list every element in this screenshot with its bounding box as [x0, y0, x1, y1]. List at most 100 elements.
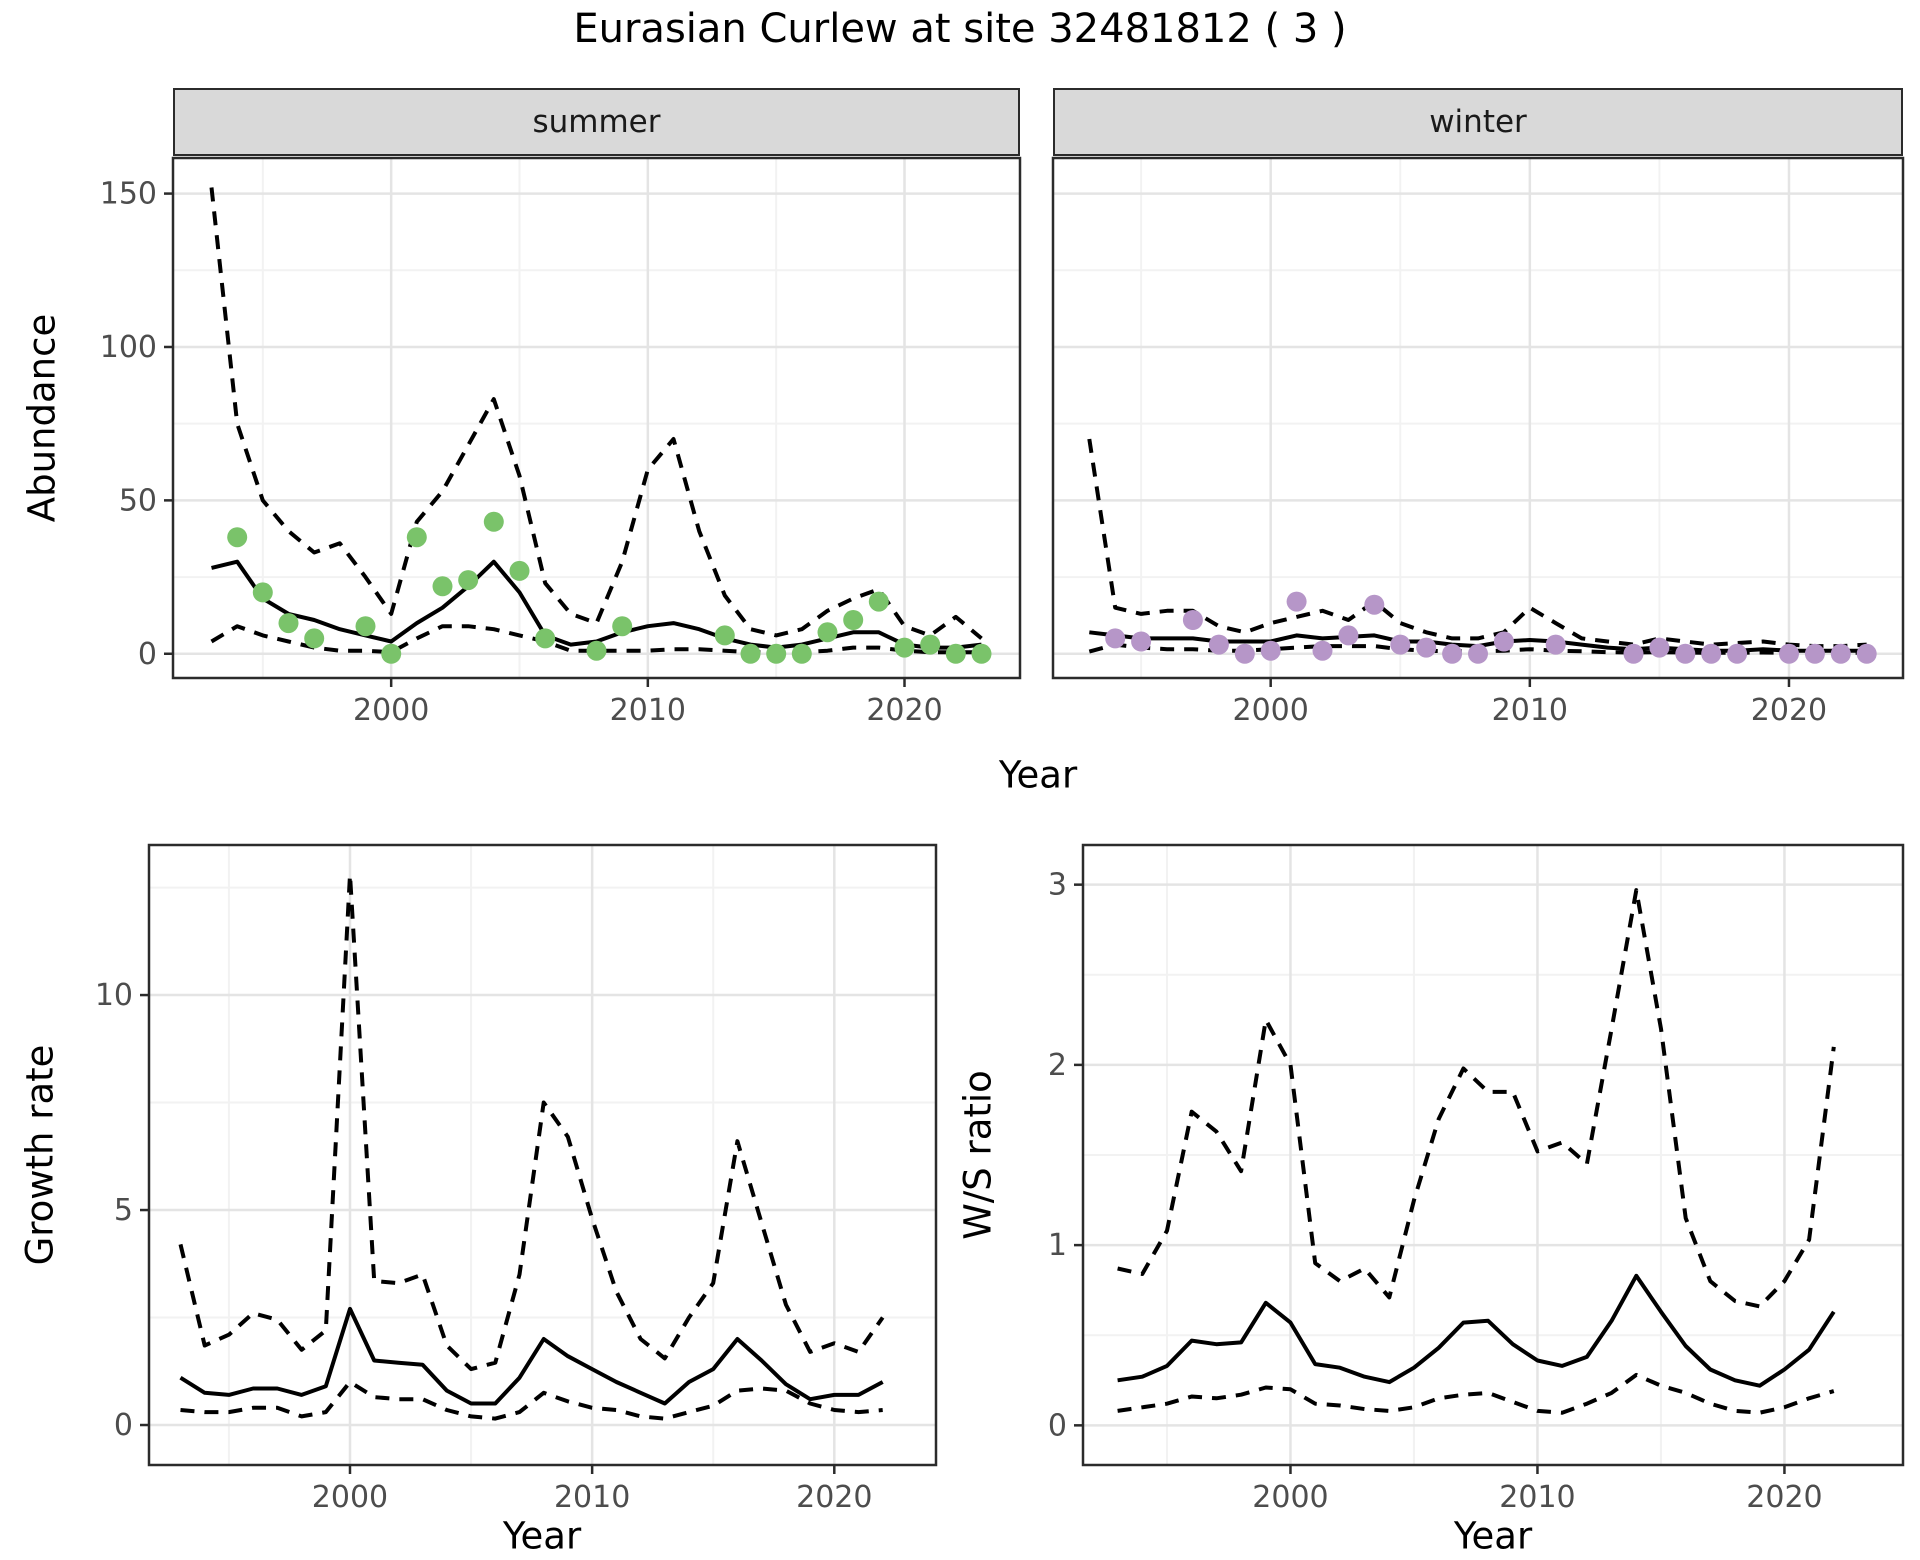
growth-rate-panel-border — [147, 843, 938, 1467]
abundance-summer-observed-point — [740, 643, 761, 664]
abundance-winter-observed-point — [1208, 634, 1229, 655]
y-tick-label: 10 — [95, 978, 133, 1013]
facet-strip-winter-label: winter — [1429, 104, 1527, 140]
abundance-summer-observed-point — [843, 610, 864, 630]
abundance-winter-observed-point — [1286, 591, 1307, 612]
x-tick-label: 2020 — [1751, 693, 1827, 728]
abundance-summer-observed-point — [714, 625, 735, 646]
y-tick-label: 100 — [100, 330, 157, 365]
abundance-summer-observed-point — [535, 628, 556, 649]
abundance-summer-observed-point — [586, 640, 607, 661]
growth-rate-panel-background — [149, 845, 936, 1465]
x-tick-label: 2020 — [796, 1480, 872, 1515]
abundance-winter-observed-point — [1234, 643, 1255, 664]
year-axis-title-ws: Year — [1453, 1514, 1533, 1558]
ws-ratio-lower_ci-line — [1117, 1372, 1835, 1415]
abundance-summer-observed-point — [406, 527, 427, 548]
x-tick-label: 2000 — [1233, 693, 1309, 728]
abundance-axis-title: Abundance — [20, 313, 64, 523]
y-tick-label: 3 — [1048, 868, 1067, 903]
abundance-summer-observed-point — [868, 591, 889, 612]
growth-rate-upper_ci-line — [178, 872, 885, 1372]
abundance-winter-panel-border — [1051, 156, 1905, 680]
x-tick-label: 2000 — [312, 1480, 388, 1515]
abundance-winter-observed-point — [1779, 643, 1799, 664]
abundance-winter-observed-point — [1312, 640, 1333, 661]
abundance-winter-upper_ci-line — [1087, 438, 1867, 649]
ws-ratio-mean-line — [1117, 1273, 1836, 1388]
abundance-winter-observed-point — [1727, 643, 1748, 664]
ws-ratio-panel-border — [1081, 843, 1905, 1467]
x-tick-label: 2010 — [554, 1480, 630, 1515]
y-tick-label: 50 — [119, 483, 157, 518]
abundance-summer-observed-point — [458, 570, 479, 591]
growth-axis-title: Growth rate — [18, 1044, 62, 1266]
abundance-summer-observed-point — [278, 613, 299, 634]
y-tick-label: 0 — [1048, 1408, 1067, 1443]
abundance-winter-panel-background — [1053, 158, 1903, 678]
y-tick-label: 0 — [114, 1408, 133, 1443]
facet-strip-winter: winter — [1053, 88, 1903, 156]
growth-rate-lower_ci-line — [180, 1380, 883, 1421]
abundance-summer-observed-point — [509, 560, 530, 581]
abundance-winter-observed-point — [1131, 631, 1152, 652]
chart-title: Eurasian Curlew at site 32481812 ( 3 ) — [573, 6, 1347, 52]
abundance-summer-observed-point — [920, 634, 941, 655]
growth-rate-mean-line — [179, 1306, 884, 1406]
abundance-winter-observed-point — [1675, 643, 1696, 664]
abundance-summer-observed-point — [355, 616, 376, 637]
abundance-summer-lower_ci-line — [210, 624, 982, 655]
x-tick-label: 2020 — [1746, 1480, 1822, 1515]
abundance-winter-observed-point — [1804, 643, 1825, 664]
y-tick-label: 5 — [114, 1193, 133, 1228]
abundance-winter-observed-point — [1649, 637, 1670, 658]
abundance-summer-observed-point — [483, 511, 504, 532]
x-tick-label: 2020 — [866, 693, 942, 728]
abundance-summer-observed-point — [227, 527, 248, 548]
abundance-winter-observed-point — [1623, 643, 1644, 664]
y-tick-label: 0 — [138, 637, 157, 672]
abundance-summer-observed-point — [791, 643, 812, 664]
x-tick-label: 2010 — [1499, 1480, 1575, 1515]
x-tick-label: 2010 — [1492, 693, 1568, 728]
abundance-summer-upper_ci-line — [209, 187, 983, 640]
abundance-summer-observed-point — [894, 637, 915, 658]
abundance-winter-observed-point — [1105, 628, 1126, 649]
panel-abundance-summer: 2000 2010 2020 0 50 100 150 — [100, 156, 1022, 728]
abundance-winter-observed-point — [1856, 643, 1877, 664]
abundance-summer-observed-point — [766, 643, 787, 664]
facet-strip-summer: summer — [173, 88, 1020, 156]
abundance-winter-observed-point — [1442, 643, 1463, 664]
abundance-summer-observed-point — [432, 576, 453, 597]
abundance-winter-observed-point — [1364, 594, 1385, 615]
abundance-winter-observed-point — [1468, 643, 1488, 664]
abundance-winter-observed-point — [1830, 643, 1851, 664]
abundance-summer-observed-point — [612, 616, 633, 637]
abundance-winter-observed-point — [1338, 625, 1359, 646]
year-axis-title-growth: Year — [502, 1514, 582, 1558]
x-tick-label: 2010 — [610, 693, 686, 728]
panel-abundance-winter: 2000 2010 2020 — [1051, 156, 1905, 728]
abundance-winter-observed-point — [1260, 640, 1281, 661]
abundance-summer-observed-point — [381, 643, 402, 664]
abundance-summer-observed-point — [252, 582, 273, 603]
abundance-winter-observed-point — [1701, 643, 1722, 664]
y-tick-label: 150 — [100, 177, 157, 212]
ws-ratio-upper_ci-line — [1117, 888, 1836, 1309]
abundance-winter-observed-point — [1545, 634, 1566, 655]
abundance-summer-observed-point — [304, 628, 325, 649]
abundance-summer-observed-point — [945, 643, 966, 664]
x-tick-label: 2000 — [353, 693, 429, 728]
abundance-summer-panel-background — [173, 158, 1020, 678]
y-tick-label: 1 — [1048, 1228, 1067, 1263]
panel-growth-rate: 2000 2010 2020 0 5 10 — [95, 843, 938, 1515]
abundance-winter-observed-point — [1493, 631, 1514, 652]
abundance-winter-observed-point — [1390, 634, 1411, 655]
abundance-winter-observed-point — [1182, 610, 1203, 630]
ws-axis-title: W/S ratio — [956, 1070, 1000, 1240]
x-tick-label: 2000 — [1252, 1480, 1328, 1515]
panel-ws-ratio: 2000 2010 2020 0 1 2 3 — [1048, 843, 1905, 1515]
abundance-summer-panel-border — [171, 156, 1022, 680]
